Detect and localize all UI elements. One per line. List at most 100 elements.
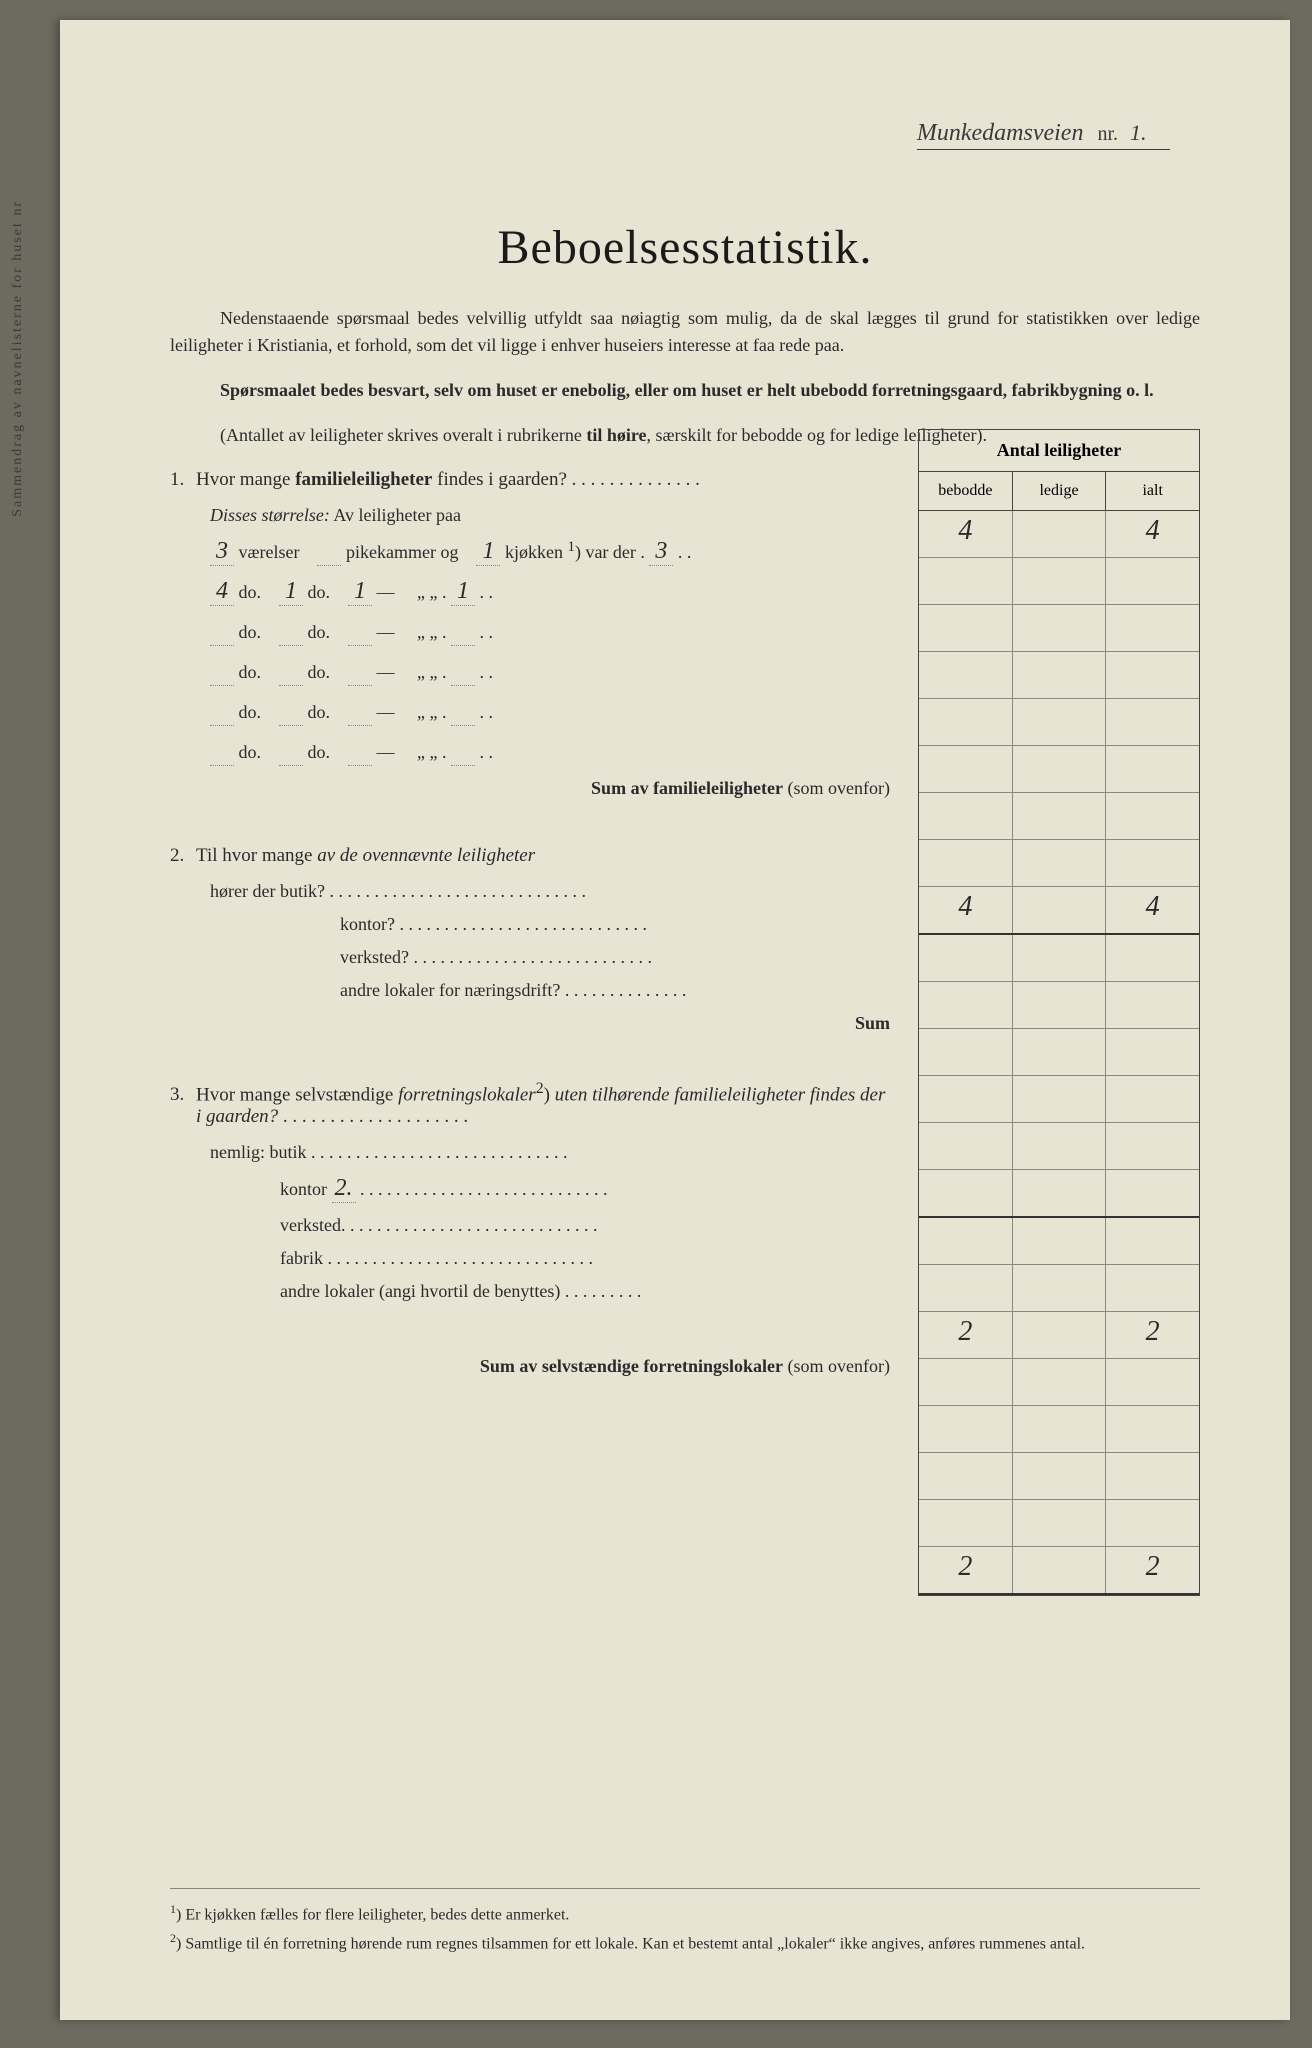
room-der (451, 698, 475, 726)
disses-line: Disses størrelse: Av leiligheter paa (210, 505, 890, 526)
data-rows: 4 4 4 4 (919, 511, 1199, 1595)
room-row-0: 3 værelser pikekammer og 1 kjøkken 1) va… (210, 538, 890, 566)
col-ledige: ledige (1013, 472, 1107, 510)
room-vaer: 3 (210, 538, 234, 566)
room-vaer (210, 738, 234, 766)
footnote-2: 2) Samtlige til én forretning hørende ru… (170, 1930, 1200, 1956)
q3-kontor: kontor 2. . . . . . . . . . . . . . . . … (280, 1175, 890, 1203)
q1-line: 1. Hvor mange familieleiligheter findes … (170, 469, 890, 491)
intro-p1-text: Nedenstaaende spørsmaal bedes velvillig … (170, 308, 1200, 355)
room-row-3: do. do. — „ „ . . . (210, 658, 890, 686)
sum1-ialt: 4 (1106, 887, 1199, 933)
room-row-1: 4 do. 1 do. 1 — „ „ . 1 . . (210, 578, 890, 606)
row-q2a (919, 935, 1199, 982)
room-kj: 1 (348, 578, 372, 606)
room-der (451, 618, 475, 646)
row-q1: 4 4 (919, 511, 1199, 558)
nr-label: nr. (1097, 123, 1118, 145)
spine-text: Sammendrag av navnelisterne for huset nr (10, 200, 26, 517)
table-title: Antal leiligheter (919, 430, 1199, 472)
room-pike (317, 538, 341, 566)
intro-p3b: til høire (586, 425, 646, 445)
row-q3d (919, 1359, 1199, 1406)
q2-kontor: kontor? . . . . . . . . . . . . . . . . … (340, 914, 890, 935)
room-pike: 1 (279, 578, 303, 606)
intro-p3a: (Antallet av leiligheter skrives overalt… (220, 425, 586, 445)
room-der (451, 738, 475, 766)
row-r2 (919, 605, 1199, 652)
q1-bebodde: 4 (919, 511, 1013, 557)
q3-fabrik: fabrik . . . . . . . . . . . . . . . . .… (280, 1248, 890, 1269)
row-q2b (919, 982, 1199, 1029)
row-sum2 (919, 1170, 1199, 1218)
sum1-bebodde: 4 (919, 887, 1013, 933)
q2-verksted: verksted? . . . . . . . . . . . . . . . … (340, 947, 890, 968)
sum3-ialt: 2 (1106, 1547, 1199, 1593)
room-vaer (210, 658, 234, 686)
sum3-line: Sum av selvstændige forretningslokaler (… (170, 1356, 890, 1377)
q3-andre: andre lokaler (angi hvortil de benyttes)… (280, 1281, 890, 1302)
room-vaer (210, 698, 234, 726)
room-pike (279, 698, 303, 726)
street-line: Munkedamsveien nr. 1. (917, 120, 1170, 150)
room-pike (279, 738, 303, 766)
q1-text: Hvor mange familieleiligheter findes i g… (196, 469, 890, 491)
row-q3e (919, 1406, 1199, 1453)
q1-ialt: 4 (1106, 511, 1199, 557)
q2-line: 2. Til hvor mange av de ovennævnte leili… (170, 845, 890, 867)
form-area: Antal leiligheter bebodde ledige ialt 4 … (170, 469, 1200, 1377)
q1-ledige (1013, 511, 1107, 557)
intro-p2: Spørsmaalet bedes besvart, selv om huset… (170, 377, 1200, 404)
q2-text: Til hvor mange av de ovennævnte leilighe… (196, 845, 890, 867)
room-kj (348, 658, 372, 686)
sum1-ledige (1013, 887, 1107, 933)
row-r4 (919, 699, 1199, 746)
room-pike (279, 618, 303, 646)
room-kj (348, 738, 372, 766)
row-r7 (919, 840, 1199, 887)
q3-verksted: verksted. . . . . . . . . . . . . . . . … (280, 1215, 890, 1236)
room-row-5: do. do. — „ „ . . . (210, 738, 890, 766)
row-q3g (919, 1500, 1199, 1547)
count-table: Antal leiligheter bebodde ledige ialt 4 … (918, 429, 1200, 1596)
room-row-4: do. do. — „ „ . . . (210, 698, 890, 726)
room-vaer: 4 (210, 578, 234, 606)
intro-p2-text: Spørsmaalet bedes besvart, selv om huset… (220, 380, 1154, 400)
room-der: 3 (649, 538, 673, 566)
q2-num: 2. (170, 845, 196, 867)
table-header-row: bebodde ledige ialt (919, 472, 1199, 511)
room-pike (279, 658, 303, 686)
row-r3 (919, 652, 1199, 699)
room-kj: 1 (476, 538, 500, 566)
sum1-line: Sum av familieleiligheter (som ovenfor) (170, 778, 890, 799)
room-der (451, 658, 475, 686)
sum3-bebodde: 2 (919, 1547, 1013, 1593)
street-name: Munkedamsveien (917, 120, 1084, 146)
nr-value: 1. (1130, 120, 1170, 146)
q2-butik: hører der butik? . . . . . . . . . . . .… (210, 881, 890, 902)
q3-line: 3. Hvor mange selvstændige forretningslo… (170, 1080, 890, 1128)
q3-text: Hvor mange selvstændige forretningslokal… (196, 1080, 890, 1128)
row-r1 (919, 558, 1199, 605)
row-q3a (919, 1218, 1199, 1265)
q3-kontor-ialt: 2 (1106, 1312, 1199, 1358)
q1-num: 1. (170, 469, 196, 491)
row-q3b (919, 1265, 1199, 1312)
sum3-ledige (1013, 1547, 1107, 1593)
page: Munkedamsveien nr. 1. Beboelsesstatistik… (60, 20, 1290, 2020)
page-title: Beboelsesstatistik. (170, 220, 1200, 275)
row-q3f (919, 1453, 1199, 1500)
q2-andre: andre lokaler for næringsdrift? . . . . … (340, 980, 890, 1001)
row-sum1: 4 4 (919, 887, 1199, 935)
col-ialt: ialt (1106, 472, 1199, 510)
room-vaer (210, 618, 234, 646)
footnotes: 1) Er kjøkken fælles for flere leilighet… (170, 1888, 1200, 1960)
q3-kontor-bebodde: 2 (919, 1312, 1013, 1358)
footnote-1: 1) Er kjøkken fælles for flere leilighet… (170, 1901, 1200, 1927)
row-r6 (919, 793, 1199, 840)
row-sum3: 2 2 (919, 1547, 1199, 1595)
questions: 1. Hvor mange familieleiligheter findes … (170, 469, 890, 1377)
sum2-line: Sum (170, 1013, 890, 1034)
row-q2d (919, 1076, 1199, 1123)
room-der: 1 (451, 578, 475, 606)
